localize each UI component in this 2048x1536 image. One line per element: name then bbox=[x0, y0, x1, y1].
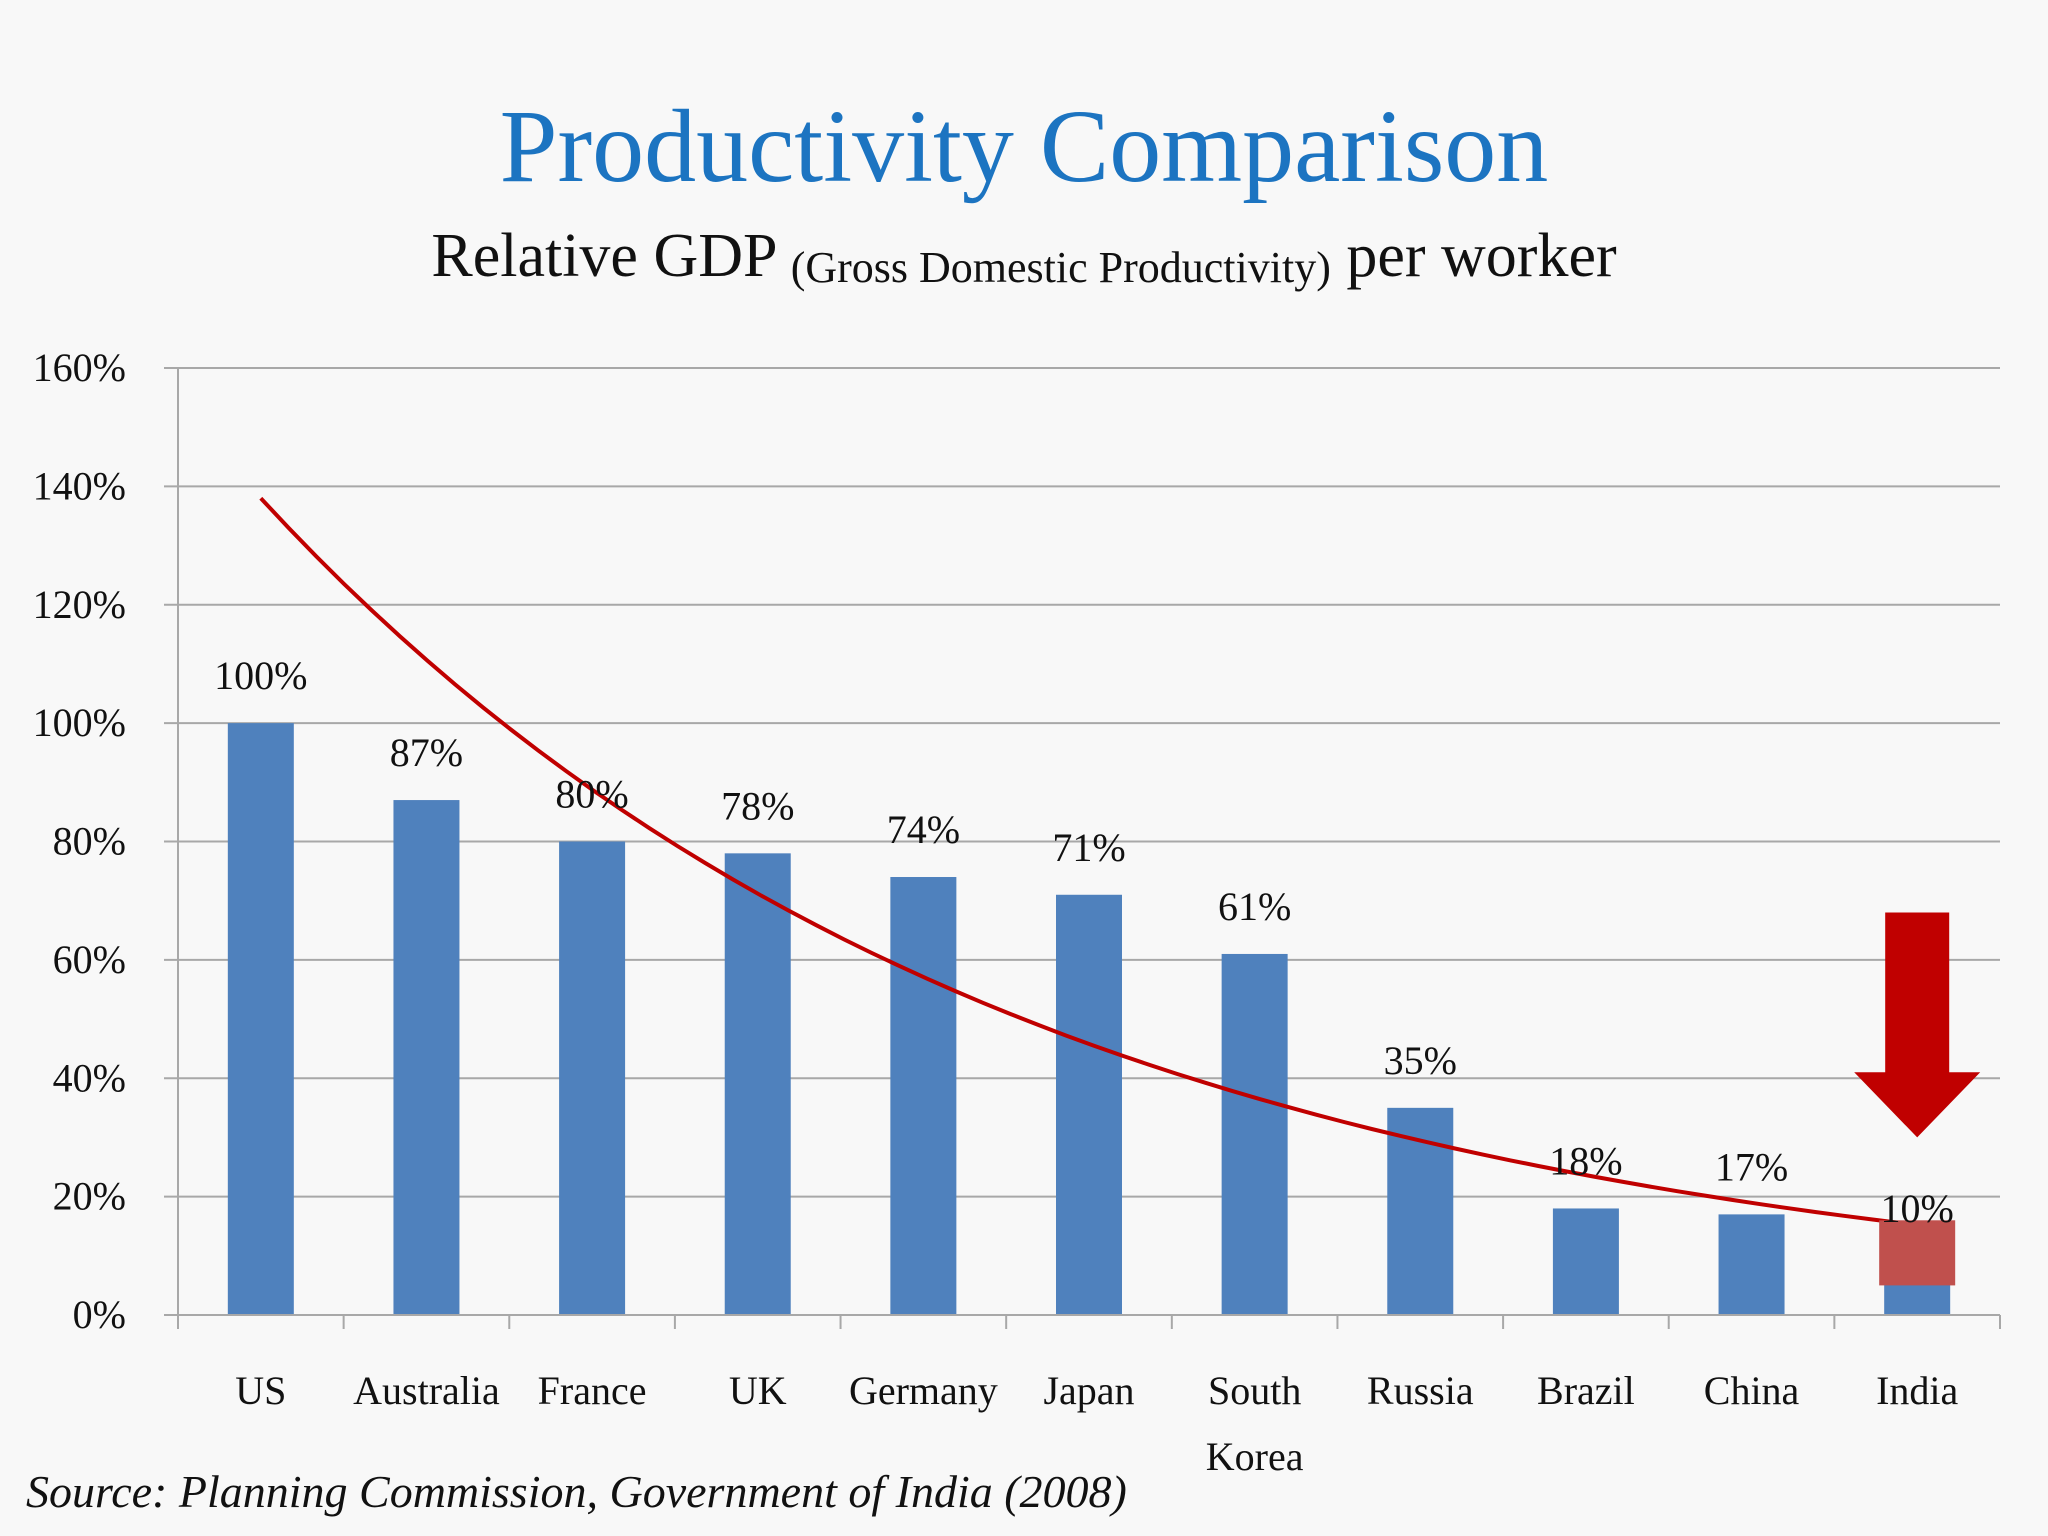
labels: US Australia France UK Germany Japan South Kore… bbox=[235, 1368, 1958, 1479]
x-tick-label: India bbox=[1876, 1368, 1958, 1413]
trend-curve bbox=[259, 496, 1928, 1229]
data-label: 74% bbox=[887, 807, 960, 852]
x-tick-label: Brazil bbox=[1537, 1368, 1635, 1413]
y-tick-label: 80% bbox=[53, 819, 126, 864]
india-highlight bbox=[1879, 1220, 1956, 1286]
subtitle-main-right: per worker bbox=[1346, 222, 1617, 290]
y-tick-label: 100% bbox=[33, 700, 126, 745]
bar bbox=[890, 877, 957, 1315]
bar bbox=[1221, 953, 1288, 1315]
chart-subtitle: Relative GDP (Gross Domestic Productivit… bbox=[0, 225, 2048, 290]
page-title: Productivity Comparison bbox=[499, 89, 1549, 204]
data-label: 17% bbox=[1715, 1144, 1788, 1189]
y-tick-label: 40% bbox=[53, 1055, 126, 1100]
y-tick-label: 160% bbox=[33, 345, 126, 390]
x-tick-label: Germany bbox=[849, 1368, 998, 1413]
annotations: 100% 87% 80% 78% 74% 71% 61% 35% 18% 17% 10% bbox=[214, 496, 1981, 1286]
data-label: 78% bbox=[721, 783, 794, 828]
data-label: 80% bbox=[555, 772, 628, 817]
subtitle-main-left: Relative GDP bbox=[431, 222, 776, 290]
y-tick-label: 60% bbox=[53, 937, 126, 982]
y-tick-label: 140% bbox=[33, 463, 126, 508]
subtitle-parenthetical: (Gross Domestic Productivity) bbox=[790, 243, 1331, 292]
y-tick-label: 120% bbox=[33, 582, 126, 627]
x-tick-label: South bbox=[1208, 1368, 1301, 1413]
bar bbox=[393, 800, 460, 1315]
x-tick-label: China bbox=[1704, 1368, 1800, 1413]
bar bbox=[227, 723, 294, 1315]
data-label: 35% bbox=[1384, 1038, 1457, 1083]
bar bbox=[1552, 1208, 1619, 1315]
axes: 0% 20% 40% 60% 80% 100% 120% 140% 160% bbox=[33, 345, 2001, 1337]
data-label: 61% bbox=[1218, 884, 1291, 929]
bar bbox=[1718, 1214, 1785, 1315]
data-label: 18% bbox=[1549, 1138, 1622, 1183]
data-label: 87% bbox=[390, 730, 463, 775]
y-tick-label: 20% bbox=[53, 1174, 126, 1219]
data-label: 100% bbox=[214, 653, 307, 698]
bar bbox=[1056, 894, 1122, 1315]
x-tick-label: Russia bbox=[1367, 1368, 1474, 1413]
down-arrow-icon bbox=[1854, 912, 1981, 1138]
data-label: 71% bbox=[1052, 825, 1125, 870]
bar bbox=[559, 841, 626, 1315]
x-tick-label: Korea bbox=[1206, 1434, 1304, 1479]
x-tick-label: US bbox=[235, 1368, 286, 1413]
x-tick-label: France bbox=[538, 1368, 647, 1413]
bar bbox=[724, 853, 791, 1315]
source-citation: Source: Planning Commission, Government … bbox=[26, 1466, 1127, 1517]
x-tick-label: Japan bbox=[1043, 1368, 1134, 1413]
bars bbox=[227, 723, 1951, 1315]
x-tick-label: UK bbox=[729, 1368, 787, 1413]
data-label: 10% bbox=[1881, 1186, 1954, 1231]
x-tick-label: Australia bbox=[353, 1368, 500, 1413]
y-tick-label: 0% bbox=[73, 1292, 126, 1337]
